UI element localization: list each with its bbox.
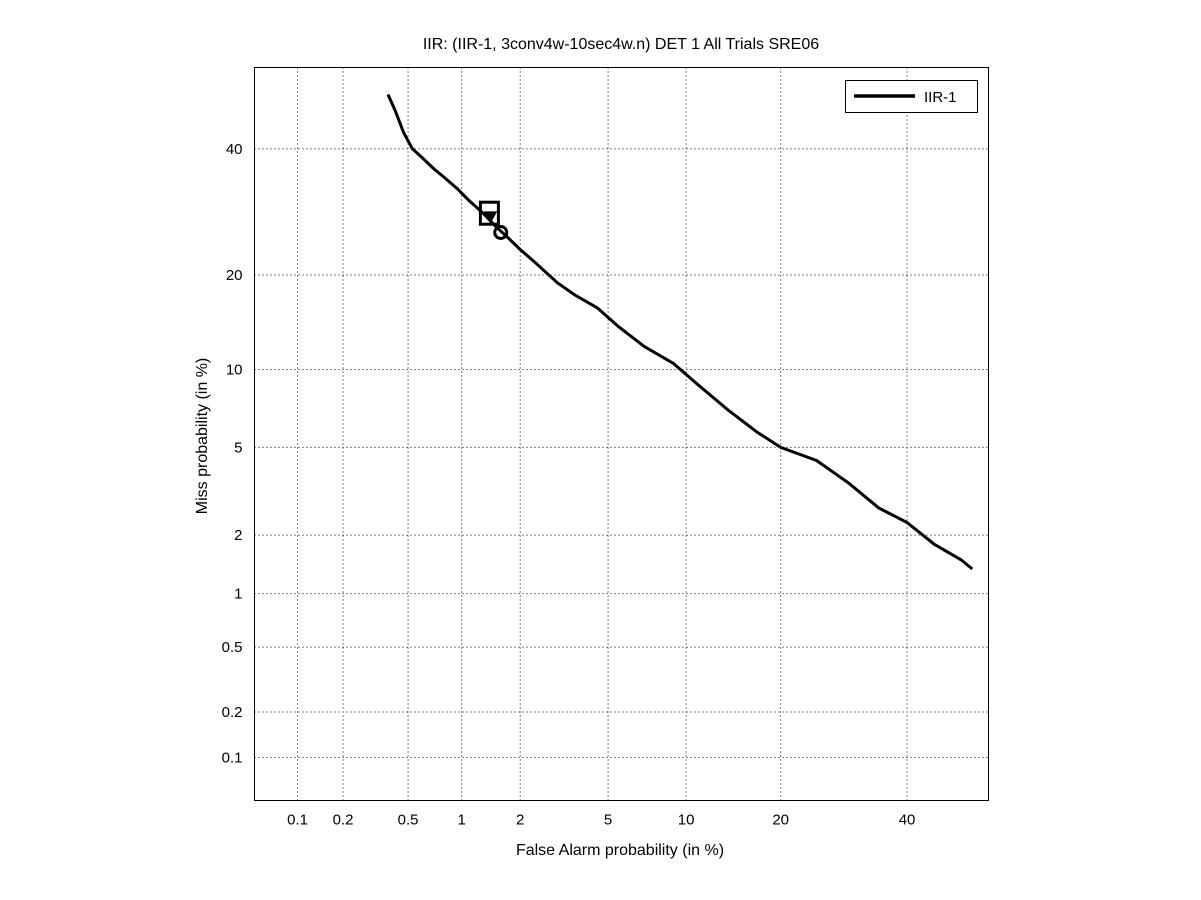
marker-triangle	[483, 211, 498, 224]
y-tick-label: 0.5	[222, 639, 243, 656]
chart-title: IIR: (IIR-1, 3conv4w-10sec4w.n) DET 1 Al…	[423, 36, 819, 53]
plot-area	[386, 93, 974, 571]
marker-circle	[493, 225, 509, 241]
legend: IIR-1	[845, 80, 978, 113]
x-tick-label: 20	[772, 812, 789, 829]
y-tick-labels: 0.1 0.2 0.5 1 2 5 10 20 40	[222, 141, 243, 767]
y-tick-label: 0.2	[222, 704, 243, 721]
x-tick-label: 40	[899, 812, 916, 829]
y-tick-label: 5	[234, 439, 242, 456]
x-tick-label: 1	[457, 812, 465, 829]
x-axis-label: False Alarm probability (in %)	[516, 842, 724, 859]
y-tick-label: 40	[226, 141, 243, 158]
x-tick-labels: 0.1 0.2 0.5 1 2 5 10 20 40	[287, 812, 915, 829]
x-tick-label: 2	[516, 812, 524, 829]
x-tick-label: 0.2	[333, 812, 354, 829]
y-tick-label: 10	[226, 361, 243, 378]
legend-label-iir-1: IIR-1	[924, 89, 957, 106]
series-line-iir-1	[386, 93, 974, 571]
y-axis-label: Miss probability (in %)	[194, 358, 211, 514]
x-tick-label: 0.5	[398, 812, 419, 829]
x-tick-label: 10	[678, 812, 695, 829]
x-tick-label: 0.1	[287, 812, 308, 829]
y-tick-label: 20	[226, 267, 243, 284]
x-tick-label: 5	[604, 812, 612, 829]
plot-frame	[254, 67, 989, 801]
marker-square	[478, 200, 500, 226]
y-tick-label: 0.1	[222, 750, 243, 767]
y-tick-label: 2	[234, 527, 242, 544]
grid	[254, 67, 989, 801]
y-tick-label: 1	[234, 586, 242, 603]
